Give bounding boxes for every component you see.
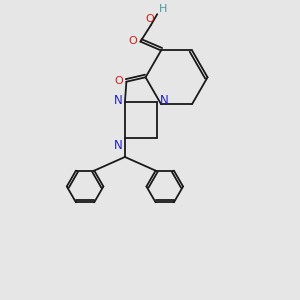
Text: H: H — [159, 4, 167, 14]
Text: O: O — [145, 14, 154, 24]
Text: O: O — [114, 76, 123, 86]
Text: O: O — [128, 36, 137, 46]
Text: N: N — [160, 94, 169, 107]
Text: N: N — [114, 139, 123, 152]
Text: N: N — [114, 94, 123, 107]
